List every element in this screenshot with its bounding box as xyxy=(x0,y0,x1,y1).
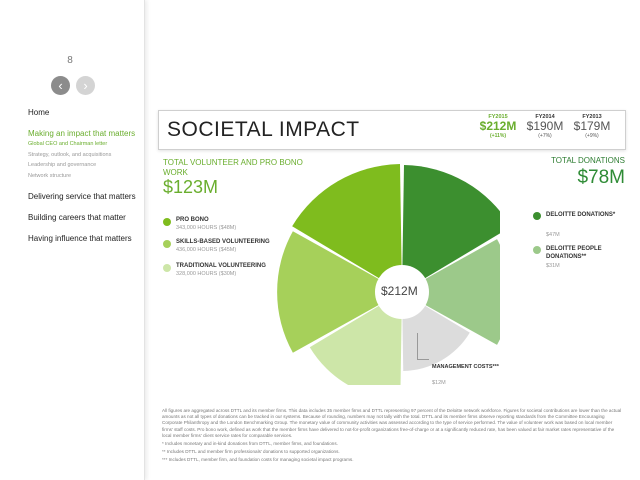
page-number: 8 xyxy=(67,55,73,66)
societal-impact-chart xyxy=(277,164,500,385)
fy-2013: FY2013 $179M (+9%) xyxy=(571,114,613,139)
volunteer-title: TOTAL VOLUNTEER AND PRO BONO WORK xyxy=(163,158,303,177)
fy-label: FY2015 xyxy=(488,114,508,120)
chart-total-label: $212M xyxy=(381,284,418,298)
legend-detail: $31M xyxy=(546,263,560,269)
legend-name: PRO BONO xyxy=(176,217,209,223)
footnote-3: *** Includes DTTL, member firm, and foun… xyxy=(162,456,354,462)
volunteer-amount: $123M xyxy=(163,177,219,197)
chevron-right-icon: › xyxy=(83,78,88,93)
nav-subgroup: Global CEO and Chairman letter Strategy,… xyxy=(28,141,140,180)
page-title: SOCIETAL IMPACT xyxy=(167,118,360,141)
chart-center-hole xyxy=(375,265,429,319)
nav-sub-leadership[interactable]: Leadership and governance xyxy=(28,162,97,168)
management-costs-value: $12M xyxy=(432,380,446,386)
nav-sub-network[interactable]: Network structure xyxy=(28,172,72,179)
footnotes: All figures are aggregated across DTTL a… xyxy=(162,408,622,465)
legend-detail: 343,000 HOURS ($48M) xyxy=(176,225,237,231)
chevron-left-icon: ‹ xyxy=(58,78,63,93)
leader-line xyxy=(417,333,418,359)
management-costs-label: MANAGEMENT COSTS*** xyxy=(432,364,499,370)
nav-building[interactable]: Building careers that matter xyxy=(28,213,126,222)
fy-change: (+11%) xyxy=(490,133,506,139)
fy-2015: FY2015 $212M (+11%) xyxy=(477,114,519,139)
legend-dot xyxy=(533,246,541,254)
fy-value: $179M xyxy=(573,119,611,133)
legend-name: TRADITIONAL VOLUNTEERING xyxy=(176,263,266,269)
nav-having[interactable]: Having influence that matters xyxy=(28,234,132,243)
legend-name: DELOITTE PEOPLE DONATIONS** xyxy=(546,246,602,260)
fy-change: (+7%) xyxy=(538,133,552,139)
sidebar-nav: Home Making an impact that matters Globa… xyxy=(28,108,140,255)
footnote-main: All figures are aggregated across DTTL a… xyxy=(162,408,622,438)
fy-change: (+9%) xyxy=(585,133,599,139)
legend-detail: $47M xyxy=(546,232,560,238)
chart-slice-pro-bono xyxy=(292,164,402,292)
legend-name: DELOITTE DONATIONS* xyxy=(546,212,616,218)
legend-dot xyxy=(163,264,171,272)
prev-page-button[interactable]: ‹ xyxy=(51,76,70,95)
sidebar: 8 ‹ › Home Making an impact that matters… xyxy=(0,0,145,480)
legend-dot xyxy=(533,212,541,220)
leader-line xyxy=(417,359,429,360)
footnote-1: * Includes monetary and in-kind donation… xyxy=(162,440,338,446)
legend-dot xyxy=(163,218,171,226)
nav-sub-strategy[interactable]: Strategy, outlook, and acquisitions xyxy=(28,151,112,158)
donations-amount: $78M xyxy=(577,167,625,188)
legend-name: SKILLS-BASED VOLUNTEERING xyxy=(176,239,270,245)
fy-label: FY2013 xyxy=(582,114,602,120)
fy-2014: FY2014 $190M (+7%) xyxy=(524,114,566,139)
chart-slice-deloitte-people-donations xyxy=(402,239,500,345)
fy-value: $190M xyxy=(526,119,564,133)
fy-value: $212M xyxy=(479,119,517,133)
chart-slice-traditional-volunteering xyxy=(309,292,402,385)
header-box: SOCIETAL IMPACT FY2015 $212M (+11%) FY20… xyxy=(158,110,626,150)
footnote-2: ** Includes DTTL and member firm profess… xyxy=(162,448,340,454)
nav-making-impact[interactable]: Making an impact that matters xyxy=(28,129,136,138)
donations-title: TOTAL DONATIONS xyxy=(551,156,625,165)
nav-home[interactable]: Home xyxy=(28,108,50,117)
legend-detail: 328,000 HOURS ($30M) xyxy=(176,271,237,277)
nav-sub-ceo-letter[interactable]: Global CEO and Chairman letter xyxy=(28,141,108,147)
legend-dot xyxy=(163,240,171,248)
nav-delivering[interactable]: Delivering service that matters xyxy=(28,192,136,201)
next-page-button[interactable]: › xyxy=(76,76,95,95)
chart-slice-deloitte-donations xyxy=(402,165,500,292)
legend-detail: 436,000 HOURS ($45M) xyxy=(176,247,237,253)
fy-label: FY2014 xyxy=(535,114,555,120)
chart-slice-skills-based-volunteering xyxy=(277,231,402,353)
